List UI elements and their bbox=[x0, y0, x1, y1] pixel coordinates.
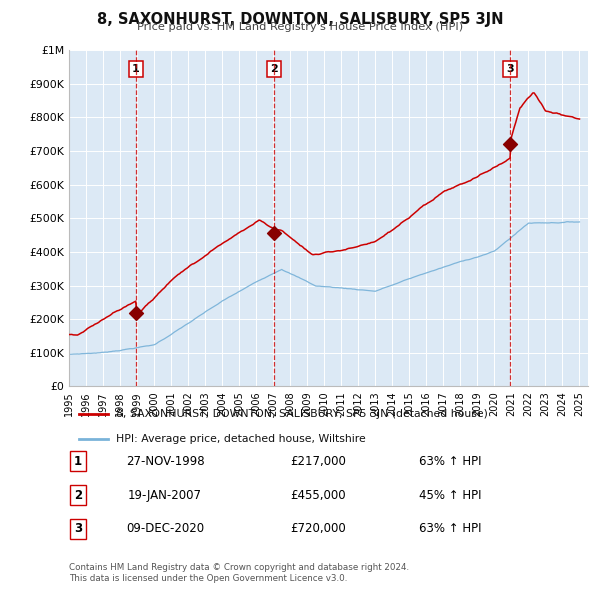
Text: This data is licensed under the Open Government Licence v3.0.: This data is licensed under the Open Gov… bbox=[69, 574, 347, 583]
Text: 1: 1 bbox=[74, 455, 82, 468]
Text: £720,000: £720,000 bbox=[290, 522, 346, 535]
Text: 63% ↑ HPI: 63% ↑ HPI bbox=[419, 455, 481, 468]
Text: HPI: Average price, detached house, Wiltshire: HPI: Average price, detached house, Wilt… bbox=[116, 434, 365, 444]
Text: 19-JAN-2007: 19-JAN-2007 bbox=[128, 489, 202, 502]
Text: 09-DEC-2020: 09-DEC-2020 bbox=[126, 522, 204, 535]
Text: Price paid vs. HM Land Registry's House Price Index (HPI): Price paid vs. HM Land Registry's House … bbox=[137, 22, 463, 32]
Text: 45% ↑ HPI: 45% ↑ HPI bbox=[419, 489, 481, 502]
Text: 3: 3 bbox=[74, 522, 82, 535]
Text: £217,000: £217,000 bbox=[290, 455, 346, 468]
Text: Contains HM Land Registry data © Crown copyright and database right 2024.: Contains HM Land Registry data © Crown c… bbox=[69, 563, 409, 572]
Text: 2: 2 bbox=[74, 489, 82, 502]
Text: 8, SAXONHURST, DOWNTON, SALISBURY, SP5 3JN: 8, SAXONHURST, DOWNTON, SALISBURY, SP5 3… bbox=[97, 12, 503, 27]
Text: 27-NOV-1998: 27-NOV-1998 bbox=[125, 455, 205, 468]
Point bbox=[131, 309, 140, 318]
Text: 1: 1 bbox=[132, 64, 140, 74]
Point bbox=[269, 229, 279, 238]
Text: £455,000: £455,000 bbox=[290, 489, 346, 502]
Text: 8, SAXONHURST, DOWNTON, SALISBURY, SP5 3JN (detached house): 8, SAXONHURST, DOWNTON, SALISBURY, SP5 3… bbox=[116, 409, 488, 419]
Point bbox=[505, 140, 515, 149]
Text: 3: 3 bbox=[506, 64, 514, 74]
Text: 63% ↑ HPI: 63% ↑ HPI bbox=[419, 522, 481, 535]
Text: 2: 2 bbox=[270, 64, 278, 74]
